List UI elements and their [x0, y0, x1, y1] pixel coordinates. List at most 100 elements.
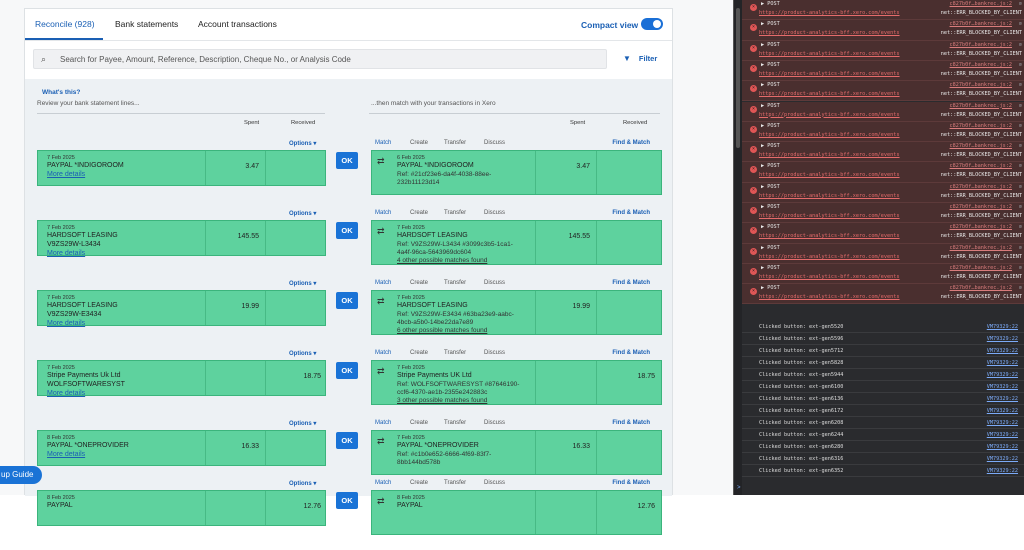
find-match-link[interactable]: Find & Match — [612, 210, 650, 216]
ok-button[interactable]: OK — [336, 432, 358, 449]
error-source-link[interactable]: c827b0f…bankrec.js:2 — [949, 264, 1012, 271]
error-method[interactable]: ▶ POST — [761, 143, 780, 150]
tab-match[interactable]: Match — [375, 350, 392, 356]
tab-create[interactable]: Create — [410, 420, 429, 426]
error-source-link[interactable]: c827b0f…bankrec.js:2 — [949, 183, 1012, 190]
other-matches-link[interactable]: 6 other possible matches found — [397, 327, 488, 334]
error-url-link[interactable]: https://product-analytics-bff.xero.com/e… — [759, 294, 900, 301]
error-method[interactable]: ▶ POST — [761, 102, 780, 109]
console-scrollbar[interactable] — [734, 0, 742, 495]
log-source-link[interactable]: VM79329:22 — [986, 324, 1018, 330]
setup-guide-button[interactable]: up Guide — [0, 466, 42, 484]
error-method[interactable]: ▶ POST — [761, 122, 780, 129]
error-method[interactable]: ▶ POST — [761, 204, 780, 210]
error-source-link[interactable]: c827b0f…bankrec.js:2 — [949, 224, 1012, 231]
tab-reconcile[interactable]: Reconcile (928) — [35, 19, 95, 29]
log-source-link[interactable]: VM79329:22 — [986, 420, 1018, 426]
find-match-link[interactable]: Find & Match — [612, 280, 650, 286]
error-source-link[interactable]: c827b0f…bankrec.js:2 — [949, 285, 1012, 292]
error-source-link[interactable]: c827b0f…bankrec.js:2 — [949, 21, 1012, 28]
error-url-link[interactable]: https://product-analytics-bff.xero.com/e… — [759, 152, 900, 159]
tab-create[interactable]: Create — [410, 210, 429, 216]
error-source-link[interactable]: c827b0f…bankrec.js:2 — [949, 204, 1012, 210]
options-dropdown[interactable]: Options ▾ — [289, 480, 316, 487]
error-url-link[interactable]: https://product-analytics-bff.xero.com/e… — [759, 50, 900, 57]
console-prompt[interactable]: > — [737, 485, 741, 491]
log-source-link[interactable]: VM79329:22 — [986, 396, 1018, 402]
tab-create[interactable]: Create — [410, 480, 429, 486]
more-details-link[interactable]: More details — [47, 320, 86, 327]
more-details-link[interactable]: More details — [47, 171, 86, 178]
log-source-link[interactable]: VM79329:22 — [986, 348, 1018, 354]
error-url-link[interactable]: https://product-analytics-bff.xero.com/e… — [759, 131, 900, 138]
tab-discuss[interactable]: Discuss — [484, 480, 506, 486]
tab-create[interactable]: Create — [410, 280, 429, 286]
error-method[interactable]: ▶ POST — [761, 183, 780, 190]
tab-discuss[interactable]: Discuss — [484, 420, 506, 426]
find-match-link[interactable]: Find & Match — [612, 480, 650, 486]
error-method[interactable]: ▶ POST — [761, 244, 780, 251]
error-method[interactable]: ▶ POST — [761, 41, 780, 48]
error-url-link[interactable]: https://product-analytics-bff.xero.com/e… — [759, 273, 900, 280]
tab-bank-statements[interactable]: Bank statements — [115, 19, 179, 29]
tab-discuss[interactable]: Discuss — [484, 140, 506, 146]
error-url-link[interactable]: https://product-analytics-bff.xero.com/e… — [759, 70, 900, 77]
log-source-link[interactable]: VM79329:22 — [986, 432, 1018, 438]
ok-button[interactable]: OK — [336, 222, 358, 239]
tab-discuss[interactable]: Discuss — [484, 210, 506, 216]
error-method[interactable]: ▶ POST — [761, 21, 780, 28]
error-url-link[interactable]: https://product-analytics-bff.xero.com/e… — [759, 233, 900, 240]
log-source-link[interactable]: VM79329:22 — [986, 372, 1018, 378]
search-input[interactable]: ⌕ Search for Payee, Amount, Reference, D… — [33, 49, 607, 69]
tab-match[interactable]: Match — [375, 140, 392, 146]
error-url-link[interactable]: https://product-analytics-bff.xero.com/e… — [759, 172, 900, 179]
log-source-link[interactable]: VM79329:22 — [986, 384, 1018, 390]
tab-match[interactable]: Match — [375, 420, 392, 426]
error-method[interactable]: ▶ POST — [761, 61, 780, 68]
compact-view-toggle[interactable] — [641, 18, 663, 30]
log-source-link[interactable]: VM79329:22 — [986, 456, 1018, 462]
error-source-link[interactable]: c827b0f…bankrec.js:2 — [949, 244, 1012, 251]
find-match-link[interactable]: Find & Match — [612, 350, 650, 356]
more-details-link[interactable]: More details — [47, 250, 86, 257]
tab-discuss[interactable]: Discuss — [484, 280, 506, 286]
error-source-link[interactable]: c827b0f…bankrec.js:2 — [949, 163, 1012, 170]
tab-transfer[interactable]: Transfer — [444, 480, 467, 486]
error-url-link[interactable]: https://product-analytics-bff.xero.com/e… — [759, 253, 900, 260]
error-source-link[interactable]: c827b0f…bankrec.js:2 — [949, 143, 1012, 150]
other-matches-link[interactable]: 4 other possible matches found — [397, 257, 488, 264]
tab-create[interactable]: Create — [410, 140, 429, 146]
ok-button[interactable]: OK — [336, 152, 358, 169]
tab-account-transactions[interactable]: Account transactions — [198, 19, 277, 29]
error-method[interactable]: ▶ POST — [761, 82, 780, 89]
options-dropdown[interactable]: Options ▾ — [289, 210, 316, 217]
error-url-link[interactable]: https://product-analytics-bff.xero.com/e… — [759, 91, 900, 98]
error-url-link[interactable]: https://product-analytics-bff.xero.com/e… — [759, 213, 900, 219]
error-url-link[interactable]: https://product-analytics-bff.xero.com/e… — [759, 111, 900, 118]
ok-button[interactable]: OK — [336, 362, 358, 379]
tab-transfer[interactable]: Transfer — [444, 140, 467, 146]
scrollbar-thumb[interactable] — [736, 8, 740, 148]
options-dropdown[interactable]: Options ▾ — [289, 140, 316, 147]
log-source-link[interactable]: VM79329:22 — [986, 444, 1018, 450]
error-method[interactable]: ▶ POST — [761, 264, 780, 271]
more-details-link[interactable]: More details — [47, 451, 86, 458]
tab-match[interactable]: Match — [375, 210, 392, 216]
tab-match[interactable]: Match — [375, 280, 392, 286]
log-source-link[interactable]: VM79329:22 — [986, 360, 1018, 366]
error-source-link[interactable]: c827b0f…bankrec.js:2 — [949, 82, 1012, 89]
log-source-link[interactable]: VM79329:22 — [986, 468, 1018, 474]
filter-button[interactable]: ▼ Filter — [623, 54, 657, 63]
tab-create[interactable]: Create — [410, 350, 429, 356]
error-method[interactable]: ▶ POST — [761, 163, 780, 170]
whats-this-link[interactable]: What's this? — [42, 89, 81, 96]
options-dropdown[interactable]: Options ▾ — [289, 280, 316, 287]
error-method[interactable]: ▶ POST — [761, 1, 780, 7]
find-match-link[interactable]: Find & Match — [612, 420, 650, 426]
tab-transfer[interactable]: Transfer — [444, 420, 467, 426]
error-source-link[interactable]: c827b0f…bankrec.js:2 — [949, 102, 1012, 109]
more-details-link[interactable]: More details — [47, 390, 86, 397]
tab-transfer[interactable]: Transfer — [444, 210, 467, 216]
options-dropdown[interactable]: Options ▾ — [289, 350, 316, 357]
error-source-link[interactable]: c827b0f…bankrec.js:2 — [949, 41, 1012, 48]
